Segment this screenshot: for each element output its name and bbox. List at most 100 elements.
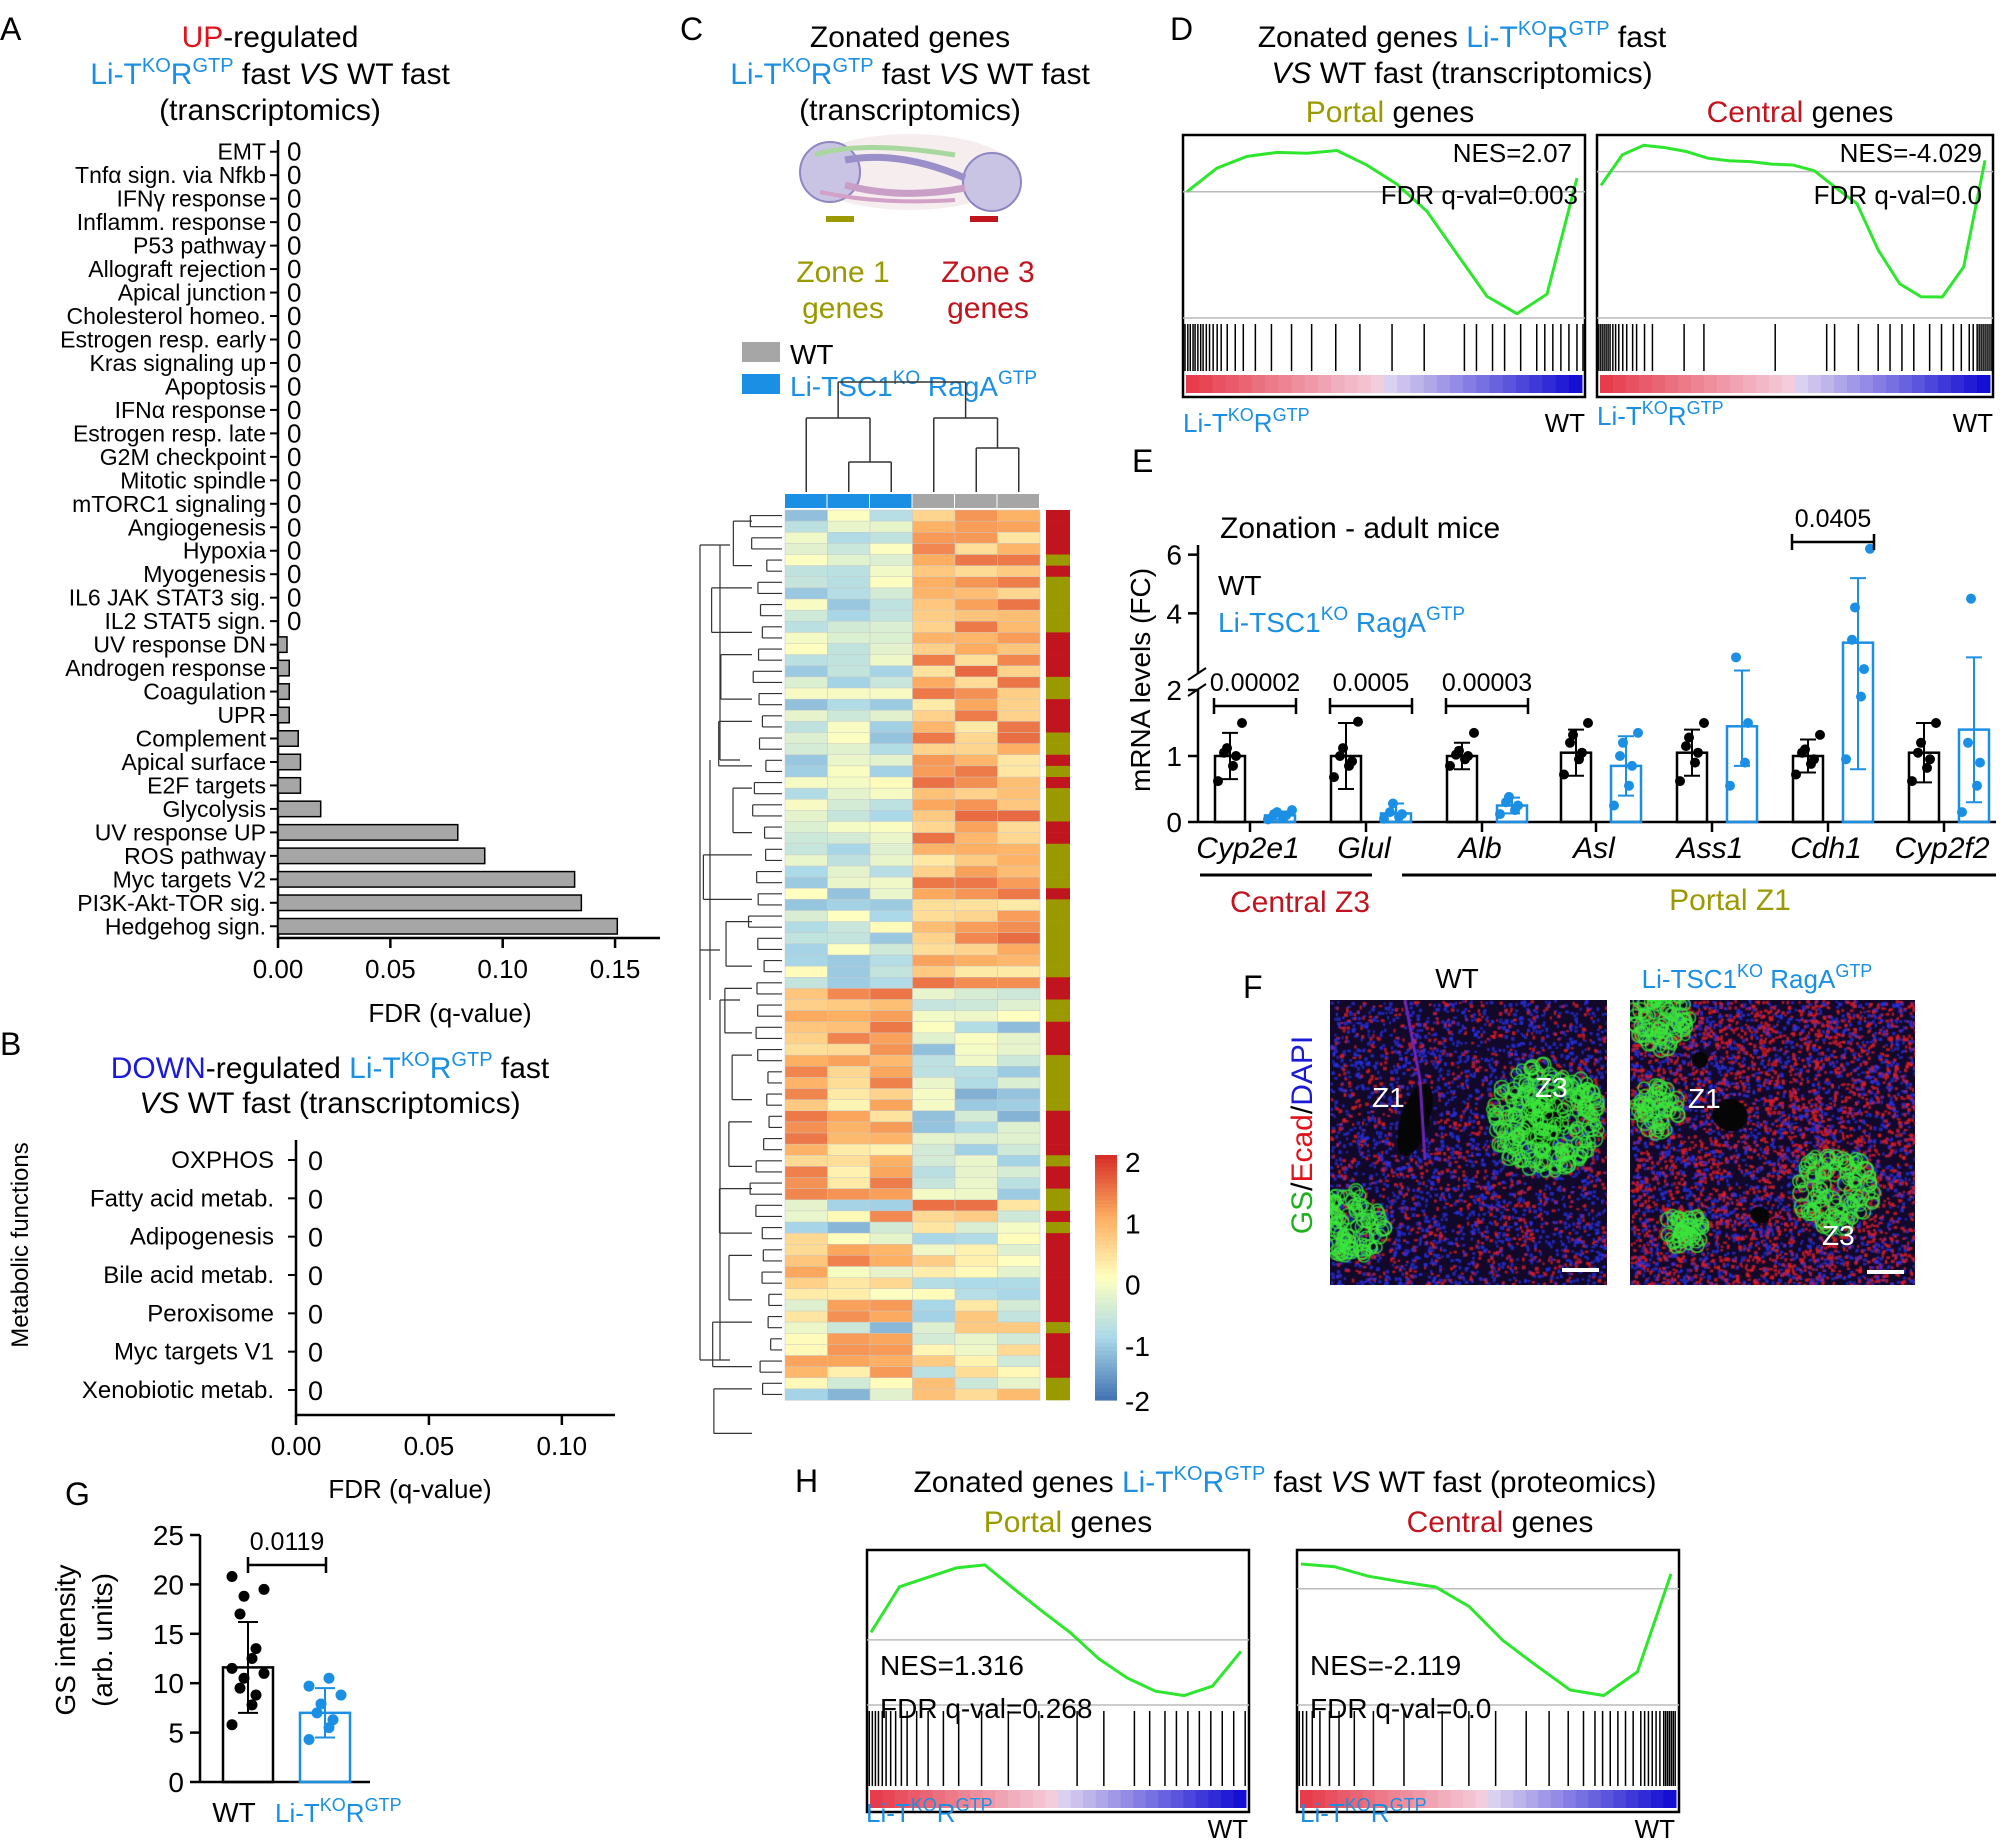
- gsea-rank-bar-cell: [1717, 375, 1731, 393]
- gsea-rank-bar-cell: [1291, 375, 1306, 393]
- value-label: 0: [287, 348, 301, 378]
- data-point: [1681, 741, 1691, 752]
- data-point: [311, 1707, 323, 1719]
- color-scale-cell: [1095, 1297, 1117, 1303]
- heatmap-cell: [869, 999, 913, 1012]
- heatmap-cell: [869, 1199, 913, 1212]
- heatmap-cell: [784, 554, 828, 567]
- heatmap-cell: [827, 1155, 871, 1167]
- heatmap-cell: [869, 821, 913, 834]
- heatmap-cell: [912, 1232, 956, 1245]
- heatmap-cell: [997, 865, 1041, 878]
- color-scale-label: 2: [1125, 1147, 1141, 1178]
- heatmap-cell: [827, 710, 871, 722]
- gsea-rank-bar-cell: [1613, 1790, 1627, 1808]
- heatmap-cell: [784, 1299, 828, 1312]
- micrograph-wt: [1330, 1000, 1607, 1285]
- gsea-rank-bar-cell: [982, 1790, 996, 1808]
- gsea-rank-bar-cell: [870, 1790, 884, 1808]
- p-value-label: 0.0005: [1333, 669, 1409, 697]
- color-scale-cell: [1095, 1383, 1117, 1389]
- heatmap-cell: [827, 554, 871, 567]
- category-label: Cholesterol homeo.: [67, 303, 266, 329]
- heatmap-cell: [827, 1388, 871, 1401]
- panel-letter-g: G: [65, 1476, 90, 1512]
- gsea-rank-bar-cell: [1450, 1790, 1464, 1808]
- heatmap-cell: [827, 532, 871, 544]
- panel-b: B DOWN-regulated Li-TKORGTP fast VS WT f…: [0, 1026, 615, 1504]
- gsea-rank-bar-cell: [1529, 375, 1543, 393]
- color-scale-cell: [1095, 1314, 1117, 1319]
- heatmap-cell: [869, 810, 913, 823]
- heatmap-cell: [869, 1321, 913, 1334]
- heatmap-cell: [954, 1121, 998, 1134]
- gsea-rank-bar-cell: [1400, 1790, 1414, 1808]
- category-label: OXPHOS: [171, 1147, 274, 1174]
- heatmap-cell: [912, 1054, 956, 1067]
- gsea-rank-bar-cell: [1070, 1790, 1084, 1808]
- heatmap-cell: [784, 643, 828, 656]
- color-scale-cell: [1095, 1179, 1117, 1185]
- heatmap-cell: [827, 1054, 871, 1067]
- heatmap-cell: [912, 732, 956, 745]
- data-point: [1699, 718, 1709, 728]
- gsea-rank-bar-cell: [1538, 1790, 1552, 1808]
- heatmap-cell: [997, 1043, 1041, 1056]
- data-point: [1379, 813, 1389, 824]
- heatmap-cell: [784, 1110, 828, 1123]
- gsea-d-portal-right-label: WT: [1545, 408, 1586, 438]
- heatmap-cell: [869, 977, 913, 989]
- heatmap-cell: [784, 1077, 828, 1090]
- significance-bracket: [1444, 698, 1530, 714]
- gsea-rank-bar-cell: [1145, 1790, 1159, 1808]
- heatmap-cell: [997, 743, 1041, 756]
- data-point: [1963, 737, 1973, 748]
- heatmap-cell: [954, 1388, 998, 1401]
- value-label: 0: [287, 325, 301, 355]
- category-label: IFNα response: [115, 397, 266, 423]
- heatmap-cell: [869, 743, 913, 756]
- zone-annotation-cell: [1046, 788, 1070, 800]
- heatmap-cell: [997, 910, 1041, 923]
- gsea-rank-bar-cell: [1834, 375, 1848, 393]
- y-tick-label: 2: [1166, 675, 1182, 706]
- heatmap-cell: [912, 843, 956, 856]
- heatmap-cell: [827, 954, 871, 967]
- data-point: [1791, 769, 1801, 780]
- heatmap-cell: [827, 1366, 871, 1379]
- data-point: [1725, 780, 1735, 791]
- heatmap-cell: [869, 665, 913, 678]
- p-value-label: 0.0119: [250, 1528, 325, 1556]
- heatmap-cell: [954, 1266, 998, 1279]
- gsea-rank-bar-cell: [1300, 1790, 1314, 1808]
- data-point: [234, 1608, 246, 1620]
- heatmap-cell: [869, 943, 913, 956]
- heatmap-cell: [827, 765, 871, 778]
- heatmap-cell: [869, 1388, 913, 1401]
- heatmap-cell: [954, 1344, 998, 1357]
- gsea-frame: [1181, 133, 1587, 399]
- heatmap-cell: [869, 1110, 913, 1123]
- heatmap-cell: [869, 1166, 913, 1179]
- heatmap-cell: [912, 676, 956, 689]
- heatmap-cell: [954, 1077, 998, 1090]
- gsea-rank-bar-cell: [1278, 375, 1293, 393]
- zone-annotation-cell: [1046, 643, 1070, 655]
- heatmap-cell: [997, 1321, 1041, 1334]
- heatmap-cell: [784, 810, 828, 823]
- heatmap-cell: [827, 932, 871, 945]
- heatmap-cell: [784, 999, 828, 1012]
- data-point: [246, 1699, 258, 1711]
- zone-annotation-cell: [1046, 832, 1070, 845]
- panel-d-title-line1: Zonated genes Li-TKORGTP fast: [1258, 18, 1667, 54]
- heatmap-cell: [912, 754, 956, 767]
- heatmap-cell: [997, 1244, 1041, 1256]
- heatmap-cell: [912, 965, 956, 978]
- category-label: Ass1: [1675, 832, 1744, 865]
- category-label: Mitotic spindle: [120, 467, 266, 493]
- category-label: E2F targets: [147, 772, 266, 798]
- panel-letter-e: E: [1132, 443, 1153, 479]
- category-label: ROS pathway: [124, 843, 266, 869]
- y-tick-label: 20: [153, 1569, 184, 1600]
- gsea-rank-bar-cell: [1525, 1790, 1539, 1808]
